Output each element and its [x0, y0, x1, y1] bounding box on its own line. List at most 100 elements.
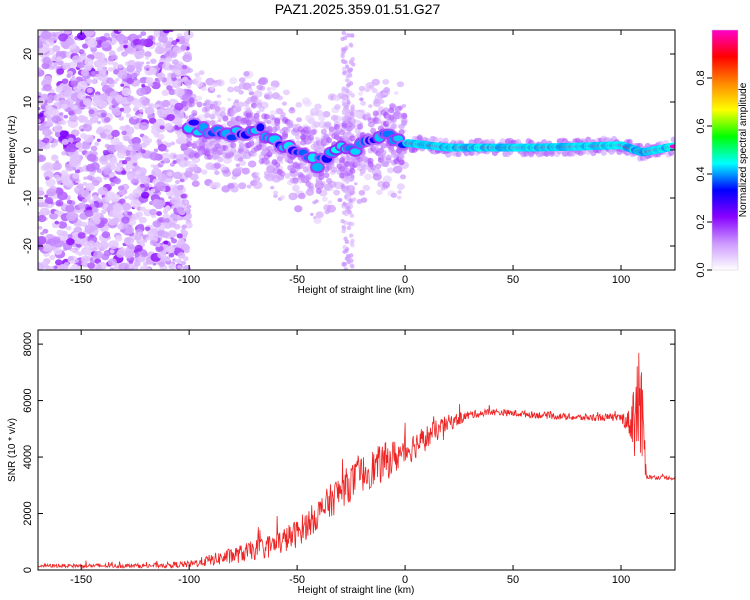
noise-blob — [113, 177, 121, 185]
noise-blob — [114, 217, 119, 222]
noise-blob — [38, 235, 47, 245]
ridge-halo — [243, 147, 250, 154]
ridge-halo — [276, 155, 283, 162]
noise-blob — [346, 82, 352, 87]
noise-blob — [177, 264, 182, 269]
noise-blob — [113, 165, 121, 172]
noise-blob — [346, 257, 351, 263]
noise-blob — [102, 149, 109, 155]
noise-blob — [399, 174, 407, 180]
ridge-halo — [245, 107, 252, 114]
noise-blob — [100, 209, 106, 214]
noise-blob — [43, 83, 52, 92]
noise-blob — [84, 58, 94, 67]
noise-blob — [349, 213, 355, 218]
noise-blob — [131, 136, 142, 145]
ridge-halo — [349, 168, 356, 175]
noise-blob — [109, 267, 115, 270]
noise-blob — [351, 190, 356, 195]
ridge-halo — [380, 142, 387, 149]
noise-blob — [115, 77, 120, 82]
ridge-halo — [230, 146, 237, 153]
noise-blob — [334, 104, 341, 110]
noise-blob — [123, 211, 128, 215]
noise-blob — [253, 175, 261, 182]
noise-blob — [158, 218, 163, 223]
noise-blob — [61, 138, 69, 145]
noise-blob — [216, 79, 225, 87]
noise-blob — [163, 240, 169, 245]
noise-blob — [67, 61, 78, 70]
noise-blob — [145, 226, 151, 231]
noise-blob — [112, 91, 118, 96]
ridge-halo — [339, 157, 346, 164]
ridge-blob — [256, 123, 265, 132]
ridge-halo — [235, 105, 242, 112]
noise-blob — [61, 103, 68, 110]
snr-x-tick-label: -100 — [178, 574, 200, 586]
noise-blob — [214, 170, 220, 176]
noise-blob — [170, 196, 181, 205]
noise-blob — [80, 222, 85, 226]
ridge-halo — [297, 171, 304, 178]
noise-blob — [382, 175, 392, 184]
noise-blob — [174, 102, 184, 111]
ridge-halo — [390, 123, 397, 130]
noise-blob — [172, 171, 183, 180]
noise-blob — [247, 160, 257, 168]
noise-blob — [155, 181, 166, 191]
noise-blob — [168, 51, 178, 59]
noise-blob — [121, 160, 128, 165]
noise-blob — [141, 99, 150, 106]
snr-series-line — [38, 352, 675, 570]
noise-blob — [345, 73, 351, 79]
noise-blob — [118, 189, 127, 196]
noise-blob — [212, 181, 221, 189]
noise-blob — [57, 191, 68, 201]
noise-blob — [42, 56, 52, 64]
noise-blob — [170, 72, 177, 79]
ridge-blob — [393, 135, 404, 142]
noise-blob — [186, 204, 192, 209]
noise-blob — [191, 180, 200, 188]
noise-blob — [108, 78, 115, 85]
noise-blob — [165, 56, 173, 63]
ridge-halo — [346, 121, 353, 128]
noise-blob — [312, 200, 317, 205]
noise-blob — [255, 171, 260, 176]
noise-blob — [383, 86, 391, 93]
noise-blob — [176, 206, 184, 213]
ridge-halo — [380, 149, 387, 156]
ridge-halo — [372, 110, 379, 117]
noise-blob — [117, 64, 124, 69]
noise-blob — [266, 87, 272, 91]
snr-y-tick-label: 4000 — [22, 445, 34, 469]
noise-blob — [101, 84, 112, 94]
noise-blob — [333, 189, 341, 196]
noise-blob — [401, 104, 407, 108]
noise-blob — [279, 195, 285, 200]
noise-blob — [327, 200, 333, 205]
ridge-blob — [350, 148, 361, 155]
noise-blob — [201, 169, 208, 175]
snr-x-tick-label: 0 — [402, 574, 408, 586]
noise-blob — [382, 78, 390, 85]
noise-blob — [133, 77, 138, 81]
noise-blob — [273, 190, 278, 195]
noise-blob — [168, 230, 177, 238]
noise-blob — [97, 199, 103, 203]
noise-blob — [342, 262, 348, 267]
noise-blob — [389, 103, 396, 109]
noise-blob — [81, 143, 88, 149]
noise-blob — [337, 197, 343, 203]
noise-blob — [45, 178, 56, 187]
noise-blob — [100, 217, 108, 225]
noise-blob — [96, 65, 107, 75]
noise-blob — [111, 129, 120, 138]
noise-blob — [184, 79, 192, 86]
noise-blob — [346, 221, 352, 227]
ridge-halo — [243, 100, 250, 107]
noise-blob — [356, 199, 363, 205]
noise-blob — [180, 44, 188, 51]
ridge-halo — [367, 117, 374, 124]
